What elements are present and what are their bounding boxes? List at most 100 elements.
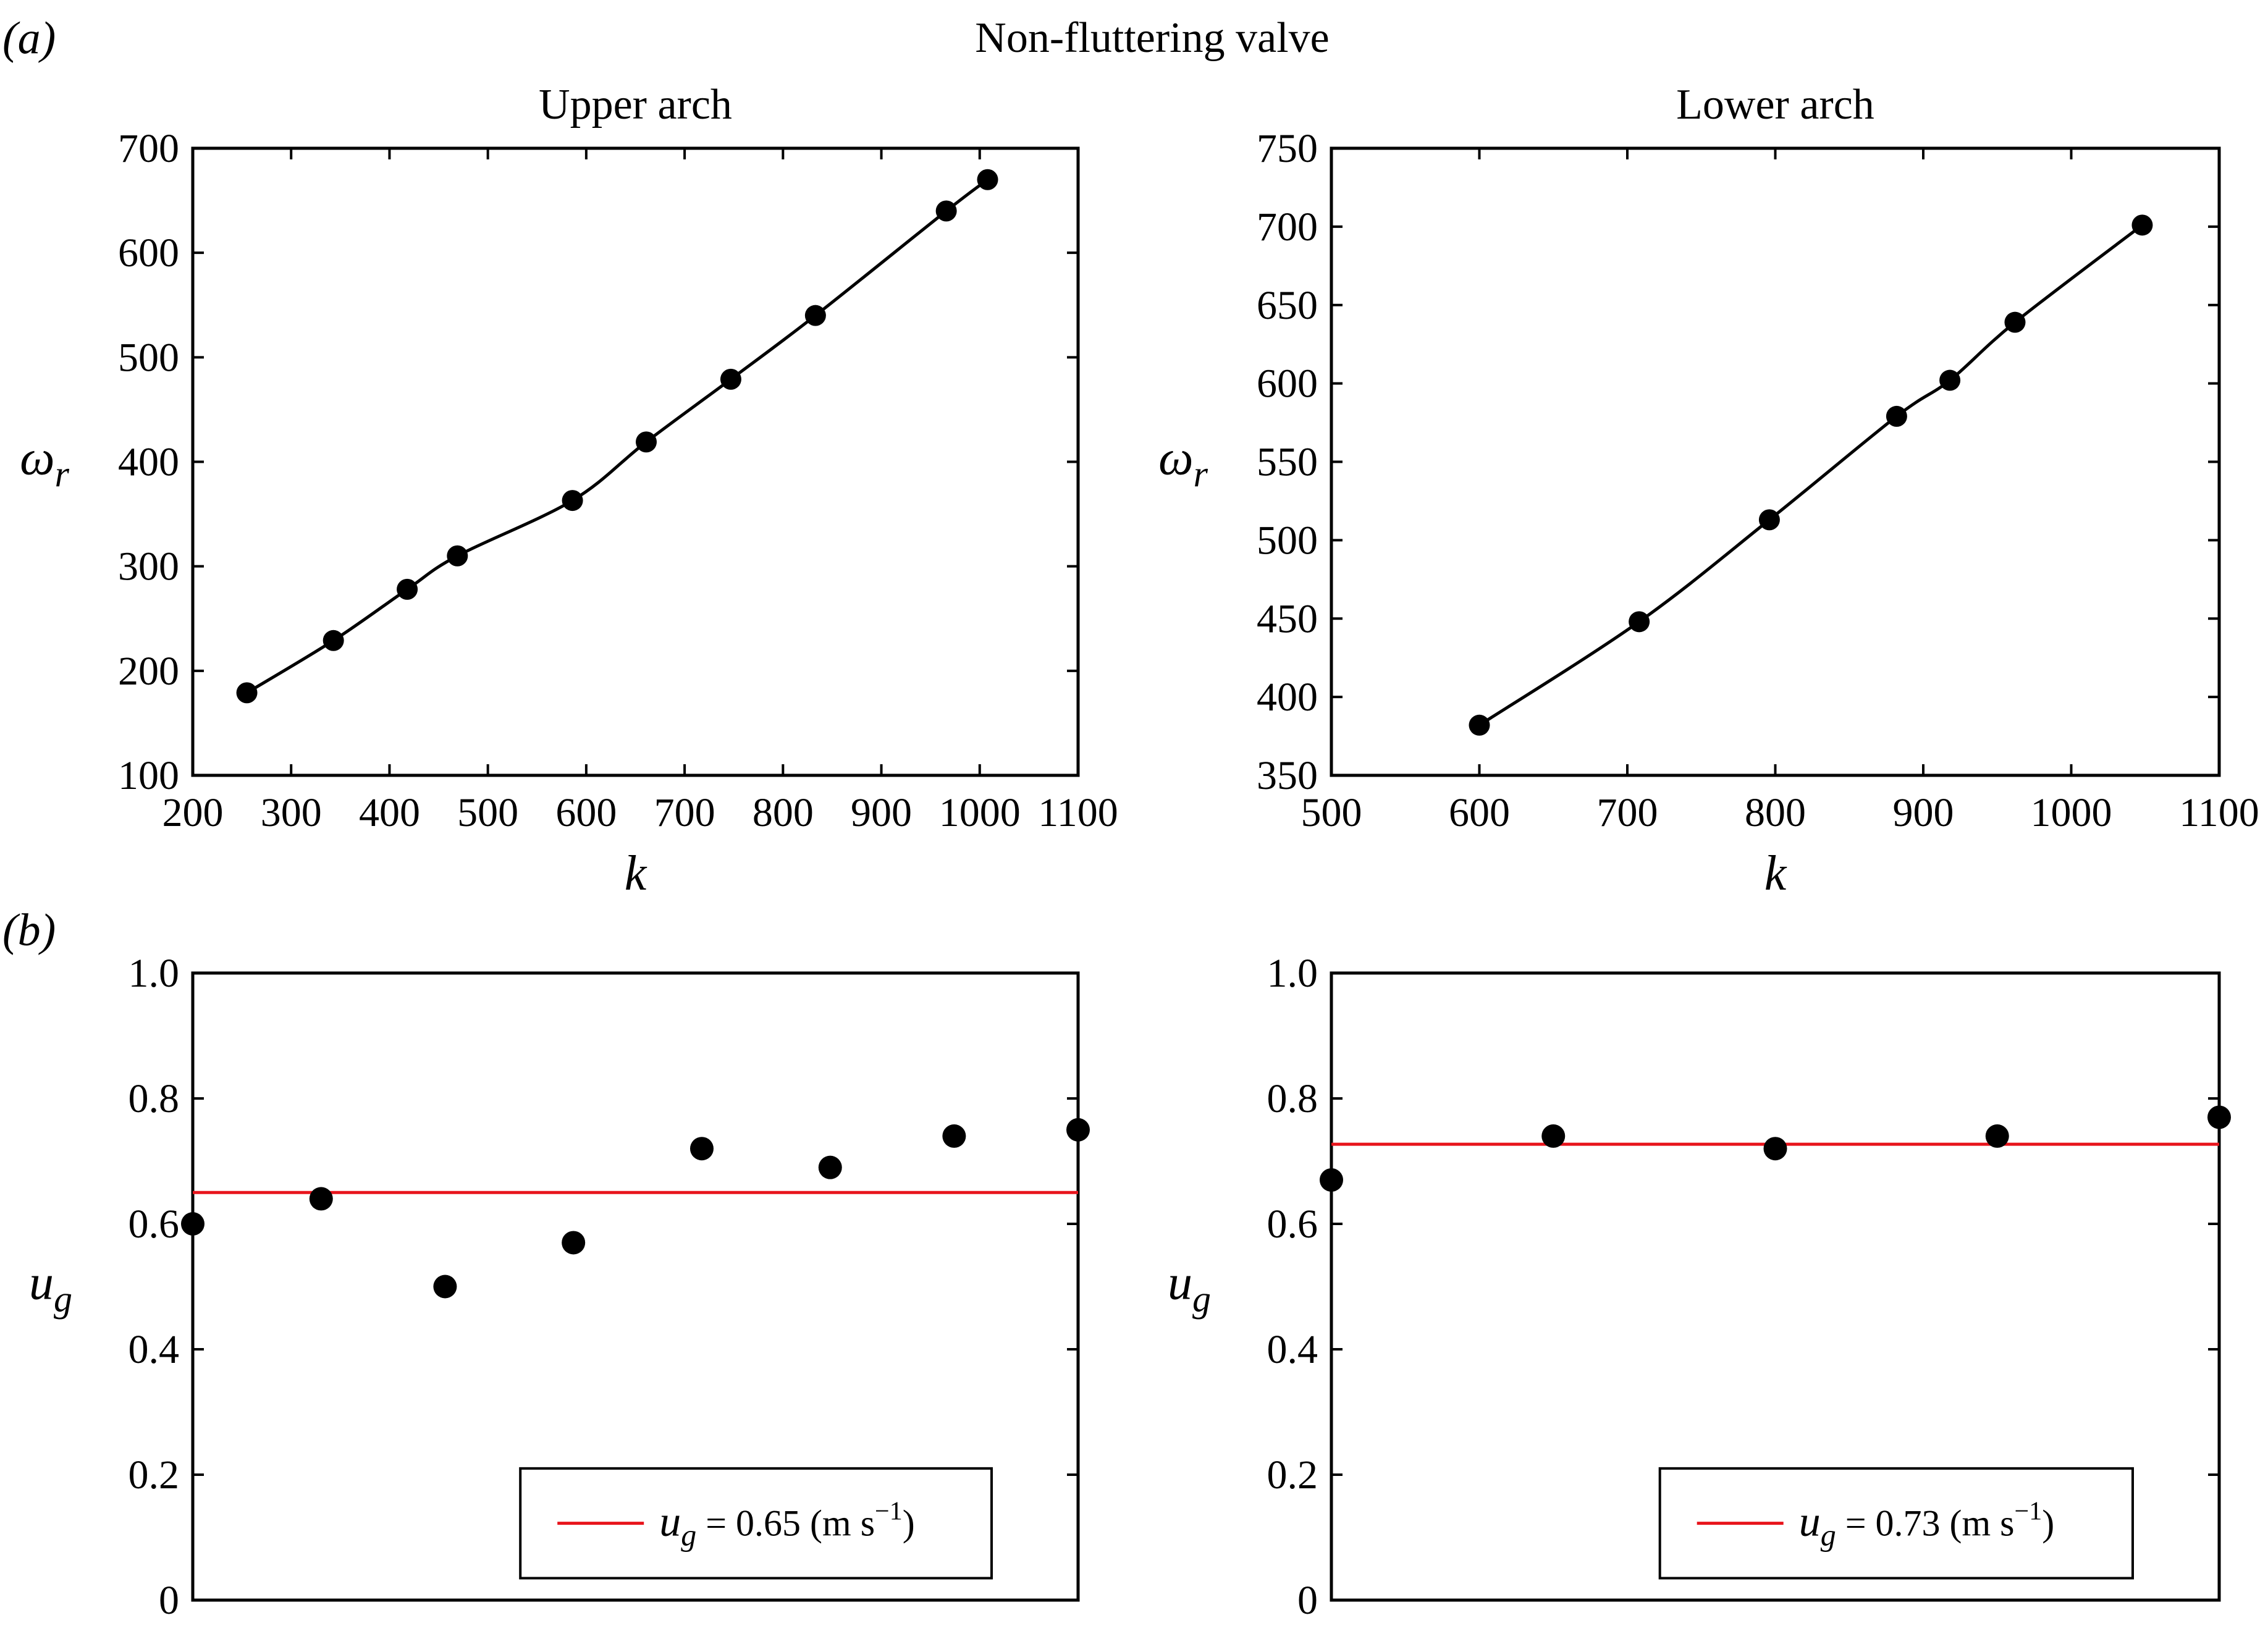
x-tick-label: 700 bbox=[654, 790, 715, 835]
x-tick-label: 300 bbox=[261, 790, 322, 835]
y-axis-label: ug bbox=[1168, 1256, 1211, 1320]
y-tick-label: 550 bbox=[1257, 440, 1318, 485]
y-axis-label: ωr bbox=[20, 431, 69, 495]
data-point bbox=[447, 545, 468, 567]
data-point bbox=[309, 1187, 333, 1211]
y-tick-label: 300 bbox=[118, 544, 179, 589]
y-tick-label: 0.4 bbox=[1267, 1327, 1318, 1372]
panel-b-label: (b) bbox=[2, 905, 56, 956]
y-tick-label: 400 bbox=[1257, 675, 1318, 720]
series-line bbox=[246, 178, 989, 694]
y-tick-label: 200 bbox=[118, 649, 179, 694]
y-tick-label: 0 bbox=[1297, 1578, 1318, 1623]
data-point bbox=[236, 682, 258, 704]
y-tick-label: 600 bbox=[118, 230, 179, 276]
data-point bbox=[1541, 1124, 1566, 1148]
panel-a-label: (a) bbox=[2, 13, 56, 64]
y-axis-label: ωr bbox=[1158, 431, 1208, 495]
data-point bbox=[1629, 611, 1650, 633]
data-point bbox=[1758, 509, 1780, 531]
legend: ug = 0.73 (m s−1) bbox=[1658, 1467, 2134, 1580]
x-tick-label: 1100 bbox=[1038, 790, 1118, 835]
y-tick-label: 1.0 bbox=[129, 951, 180, 996]
y-tick-label: 450 bbox=[1257, 596, 1318, 641]
data-point bbox=[804, 305, 826, 326]
x-tick-label: 600 bbox=[555, 790, 617, 835]
axes-frame bbox=[191, 146, 1080, 777]
y-tick-label: 0.6 bbox=[1267, 1202, 1318, 1247]
data-point bbox=[689, 1137, 714, 1161]
x-tick-label: 600 bbox=[1449, 790, 1510, 835]
y-tick-label: 500 bbox=[1257, 518, 1318, 563]
data-point bbox=[720, 368, 741, 390]
data-point bbox=[942, 1124, 966, 1148]
y-tick-label: 0.4 bbox=[129, 1327, 180, 1372]
data-point bbox=[1939, 369, 1961, 391]
data-point bbox=[935, 200, 957, 222]
legend-label: ug = 0.73 (m s−1) bbox=[1799, 1498, 2055, 1553]
x-tick-label: 500 bbox=[1301, 790, 1362, 835]
data-point bbox=[1320, 1168, 1343, 1192]
x-tick-label: 200 bbox=[162, 790, 224, 835]
y-tick-label: 350 bbox=[1257, 753, 1318, 798]
y-tick-label: 0.8 bbox=[1267, 1076, 1318, 1121]
plot-lower-arch-frequency: 350 400 450 500 550 600 650 700 750 500 600 700 800 9… bbox=[1158, 81, 2259, 901]
x-axis-label: k bbox=[625, 846, 647, 901]
data-point bbox=[636, 431, 657, 453]
y-tick-label: 0.2 bbox=[1267, 1452, 1318, 1498]
y-tick-label: 1.0 bbox=[1267, 951, 1318, 996]
y-tick-label: 0.6 bbox=[129, 1202, 180, 1247]
y-tick-label: 700 bbox=[1257, 204, 1318, 250]
panel-title: Lower arch bbox=[1676, 81, 1874, 129]
data-point bbox=[562, 1231, 586, 1255]
x-tick-label: 1100 bbox=[2179, 790, 2259, 835]
plot-upper-arch-velocity: 0 0.2 0.4 0.6 0.8 1.0 ug ug = 0.65 (m s−1) bbox=[29, 951, 1090, 1623]
y-tick-label: 0 bbox=[159, 1578, 179, 1623]
y-tick-label: 750 bbox=[1257, 126, 1318, 171]
data-point bbox=[433, 1275, 457, 1299]
data-point bbox=[2131, 214, 2153, 236]
axes-frame bbox=[191, 971, 1080, 1602]
x-axis-label: k bbox=[1764, 846, 1787, 901]
axes-frame bbox=[1330, 971, 2221, 1602]
y-tick-label: 600 bbox=[1257, 361, 1318, 407]
legend-label: ug = 0.65 (m s−1) bbox=[659, 1498, 915, 1553]
plot-lower-arch-velocity: 0 0.2 0.4 0.6 0.8 1.0 ug ug = 0.73 (m s−1) bbox=[1168, 951, 2231, 1623]
data-point bbox=[1066, 1118, 1090, 1142]
legend: ug = 0.65 (m s−1) bbox=[519, 1467, 993, 1580]
data-point bbox=[397, 578, 418, 600]
y-tick-label: 0.8 bbox=[129, 1076, 180, 1121]
data-point bbox=[2004, 311, 2026, 333]
figure-suptitle: Non-fluttering valve bbox=[975, 14, 1329, 62]
data-point bbox=[181, 1212, 204, 1236]
data-point bbox=[1985, 1124, 2009, 1148]
data-point bbox=[1763, 1137, 1787, 1161]
y-tick-label: 0.2 bbox=[129, 1452, 180, 1498]
x-tick-label: 1000 bbox=[2031, 790, 2112, 835]
y-tick-label: 100 bbox=[118, 753, 179, 798]
x-tick-label: 1000 bbox=[939, 790, 1021, 835]
data-point bbox=[1886, 405, 1907, 427]
data-point bbox=[562, 490, 583, 512]
data-point bbox=[977, 169, 998, 190]
data-point bbox=[1469, 714, 1490, 736]
x-tick-label: 900 bbox=[1893, 790, 1954, 835]
x-tick-label: 800 bbox=[752, 790, 814, 835]
x-tick-label: 700 bbox=[1597, 790, 1658, 835]
y-tick-label: 700 bbox=[118, 126, 179, 171]
y-tick-label: 400 bbox=[118, 440, 179, 485]
x-tick-label: 900 bbox=[851, 790, 912, 835]
x-tick-label: 800 bbox=[1745, 790, 1806, 835]
series-line bbox=[1478, 224, 2143, 727]
x-tick-label: 400 bbox=[359, 790, 420, 835]
data-point bbox=[818, 1155, 842, 1179]
y-axis-label: ug bbox=[29, 1256, 72, 1320]
y-tick-label: 500 bbox=[118, 335, 179, 380]
y-tick-label: 650 bbox=[1257, 283, 1318, 328]
x-tick-label: 500 bbox=[457, 790, 518, 835]
data-point bbox=[2207, 1105, 2231, 1129]
axes-frame bbox=[1330, 146, 2221, 777]
panel-title: Upper arch bbox=[539, 81, 732, 129]
